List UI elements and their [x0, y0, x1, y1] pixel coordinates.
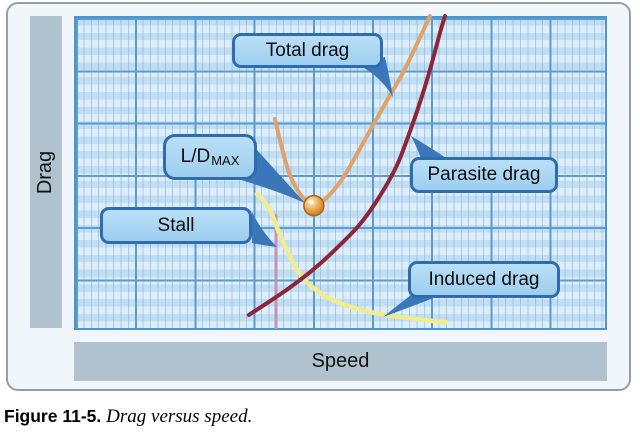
callout-total-drag: Total drag	[232, 33, 383, 68]
drag-axis-bar: Drag	[30, 16, 62, 328]
callout-stall-label: Stall	[157, 214, 195, 236]
caption-label: Figure 11-5.	[4, 406, 102, 426]
callout-induced-drag: Induced drag	[408, 261, 560, 298]
callout-induced-drag-label: Induced drag	[428, 268, 540, 290]
figure-caption: Figure 11-5. Drag versus speed.	[4, 406, 252, 428]
callout-ld-max: L/D MAX	[163, 134, 257, 180]
callout-parasite-drag: Parasite drag	[410, 157, 558, 193]
speed-axis-bar: Speed	[74, 342, 607, 381]
speed-axis-label: Speed	[311, 350, 370, 372]
callout-parasite-drag-label: Parasite drag	[427, 164, 541, 185]
drag-axis-label: Drag	[34, 150, 57, 194]
callout-ld-max-label: L/D	[180, 146, 211, 167]
callout-stall: Stall	[100, 207, 252, 244]
callout-ld-max-subscript: MAX	[211, 152, 240, 168]
callout-total-drag-label: Total drag	[265, 39, 350, 61]
caption-text: Drag versus speed.	[106, 406, 253, 427]
